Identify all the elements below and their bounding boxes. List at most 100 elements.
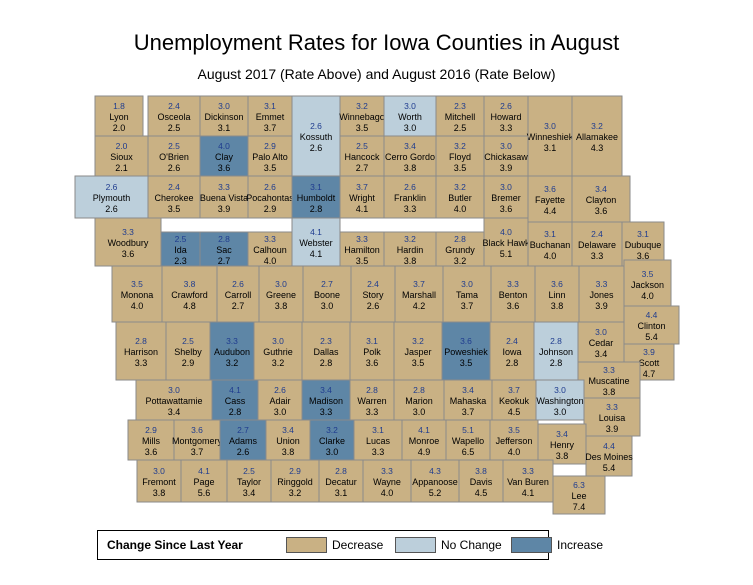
rate-2017: 3.3	[356, 234, 368, 244]
county-name: Black Hawk	[482, 238, 530, 248]
